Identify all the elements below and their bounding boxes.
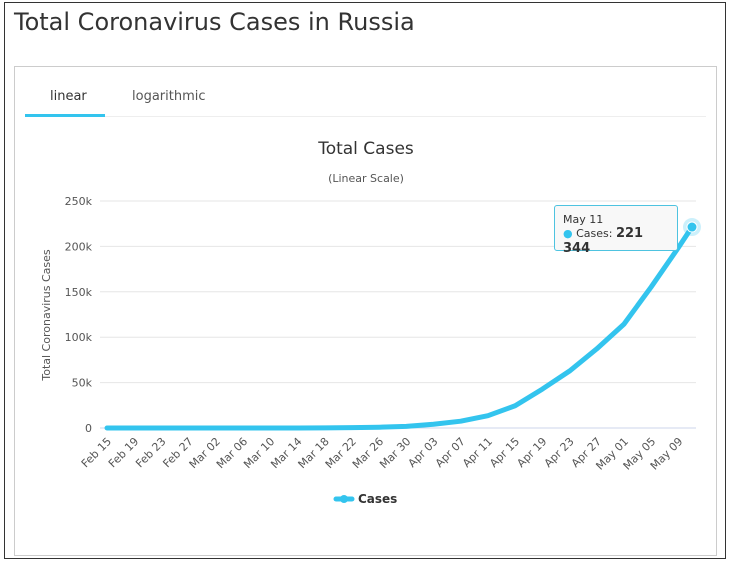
tooltip-value: 221 344 <box>563 226 644 256</box>
x-tick-label: Mar 30 <box>377 435 413 471</box>
page-title: Total Coronavirus Cases in Russia <box>14 8 415 36</box>
legend-marker <box>340 495 348 503</box>
legend-item-cases: Cases <box>358 492 397 506</box>
y-axis-label: Total Coronavirus Cases <box>40 249 53 382</box>
y-tick-label: 0 <box>85 422 92 435</box>
tooltip-date: May 11 <box>563 213 604 226</box>
series-line-cases <box>104 224 695 431</box>
y-tick-label: 200k <box>65 240 93 253</box>
tooltip: May 11 ● Cases: 221 344 <box>554 205 678 256</box>
tab-logarithmic[interactable]: logarithmic <box>132 89 206 104</box>
y-tick-label: 150k <box>65 286 93 299</box>
chart-subtitle: (Linear Scale) <box>328 172 404 185</box>
tab-divider <box>25 116 706 117</box>
chart-title: Total Cases <box>317 139 414 159</box>
chart-card: linear logarithmic <box>14 66 717 556</box>
active-tab-indicator <box>25 114 105 117</box>
hover-point <box>686 221 698 233</box>
tab-linear[interactable]: linear <box>50 89 87 104</box>
y-tick-label: 100k <box>65 331 93 344</box>
y-tick-label: 250k <box>65 195 93 208</box>
y-tick-label: 50k <box>72 377 93 390</box>
tooltip-marker-icon: ● <box>563 227 573 240</box>
tooltip-series: Cases: <box>576 227 613 240</box>
page-frame <box>4 2 726 559</box>
